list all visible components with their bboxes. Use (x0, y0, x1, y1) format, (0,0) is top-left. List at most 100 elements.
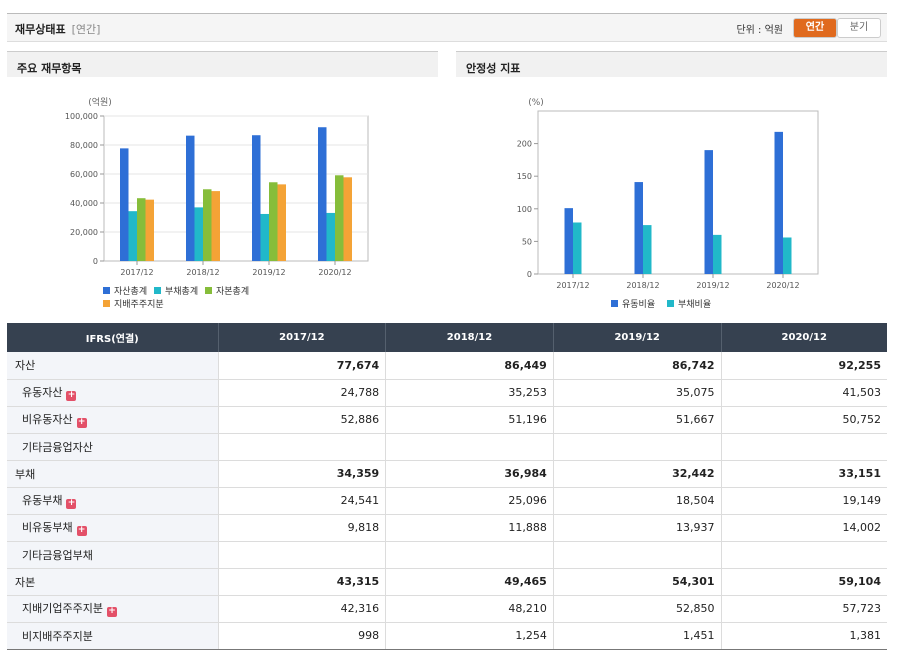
row-label-text: 비유동자산 (22, 413, 73, 426)
cell-value: 41,503 (721, 379, 887, 407)
y-axis-label: (%) (528, 98, 544, 108)
cell-value: 54,301 (553, 568, 722, 596)
x-tick-label: 2017/12 (556, 281, 589, 290)
cell-value: 49,465 (385, 568, 554, 596)
header-standard: IFRS(연결) (7, 323, 219, 352)
table-row: 지배기업주주지분 +42,316 48,210 52,850 57,723 (7, 595, 887, 623)
row-label: 기타금융업부채 (7, 541, 219, 569)
legend-label: 부채비율 (678, 299, 711, 310)
row-label-text: 자본 (15, 575, 36, 589)
row-label: 유동부채 + (7, 487, 219, 515)
table-row: 유동부채 +24,541 25,096 18,504 19,149 (7, 487, 887, 515)
bar-자산총계-2020/12 (318, 127, 327, 261)
annual-button[interactable]: 연간 (793, 18, 837, 38)
cell-value (385, 541, 554, 569)
expand-icon[interactable]: + (76, 525, 87, 536)
table-row: 자산 77,674 86,449 86,742 92,255 (7, 352, 887, 380)
bar-부채총계-2018/12 (194, 207, 203, 261)
cell-value: 36,984 (385, 460, 554, 488)
legend-label: 자본총계 (216, 285, 249, 297)
bar-자본총계-2018/12 (203, 189, 212, 261)
expand-icon[interactable]: + (66, 390, 77, 401)
cell-value: 9,818 (218, 514, 387, 542)
bar-자산총계-2019/12 (252, 135, 261, 261)
table-header-row: IFRS(연결) 2017/12 2018/12 2019/12 2020/12 (7, 323, 887, 352)
row-label: 기타금융업자산 (7, 433, 219, 461)
table-row: 비유동부채 +9,818 11,888 13,937 14,002 (7, 514, 887, 542)
financial-items-chart: (억원) 0 20,000 40,000 60,000 80,000 100,000 2017… (65, 96, 369, 310)
cell-value: 52,886 (218, 406, 387, 434)
header-period: 2018/12 (385, 323, 554, 352)
cell-value (218, 433, 387, 461)
cell-value: 19,149 (721, 487, 887, 515)
legend-swatch (205, 287, 212, 294)
quarter-button[interactable]: 분기 (837, 18, 881, 38)
cell-value: 34,359 (218, 460, 387, 488)
row-label-text: 유동자산 (22, 386, 63, 399)
section-subtitle: [연간] (71, 23, 101, 36)
cell-value: 35,253 (385, 379, 554, 407)
cell-value: 1,451 (553, 622, 722, 650)
cell-value (721, 433, 887, 461)
stability-chart: (%) 0 50 100 150 200 2017/12 2018/12 2019/12 2020… (517, 98, 819, 310)
y-tick-label: 50 (522, 237, 532, 246)
row-label: 비유동자산 + (7, 406, 219, 434)
row-label-text: 자산 (15, 359, 36, 373)
row-label: 자본 (7, 568, 219, 596)
x-tick-label: 2020/12 (318, 268, 351, 277)
bar-부채비율-2020/12 (783, 237, 792, 274)
y-tick-label: 20,000 (70, 228, 98, 237)
row-label-text: 비유동부채 (22, 521, 73, 534)
cell-value (553, 433, 722, 461)
y-tick-label: 0 (93, 257, 98, 266)
x-tick-label: 2018/12 (186, 268, 219, 277)
cell-value: 51,667 (553, 406, 722, 434)
expand-icon[interactable]: + (76, 417, 87, 428)
table-row: 유동자산 +24,788 35,253 35,075 41,503 (7, 379, 887, 407)
cell-value: 33,151 (721, 460, 887, 488)
y-tick-label: 150 (517, 172, 532, 181)
row-label-text: 기타금융업부채 (22, 548, 93, 562)
cell-value: 77,674 (218, 352, 387, 380)
y-axis-label: (억원) (88, 96, 112, 108)
bar-지배주주지분-2017/12 (145, 199, 154, 261)
y-tick-label: 200 (517, 140, 532, 149)
bar-자산총계-2018/12 (186, 135, 195, 261)
header-period: 2020/12 (721, 323, 887, 352)
bar-지배주주지분-2018/12 (211, 191, 220, 261)
legend-swatch (667, 300, 674, 307)
plot-area (537, 110, 819, 275)
table-row: 비유동자산 +52,886 51,196 51,667 50,752 (7, 406, 887, 434)
y-tick-label: 60,000 (70, 170, 98, 179)
cell-value: 48,210 (385, 595, 554, 623)
table-row: 부채 34,359 36,984 32,442 33,151 (7, 460, 887, 488)
legend-swatch (103, 287, 110, 294)
legend-label: 부채총계 (165, 285, 198, 297)
expand-icon[interactable]: + (66, 498, 77, 509)
bar-유동비율-2020/12 (774, 131, 783, 274)
legend-swatch (103, 300, 110, 307)
bar-자본총계-2020/12 (335, 175, 344, 261)
cell-value: 86,449 (385, 352, 554, 380)
cell-value: 25,096 (385, 487, 554, 515)
table-row: 기타금융업부채 (7, 541, 887, 569)
y-tick-label: 40,000 (70, 199, 98, 208)
y-tick-label: 80,000 (70, 141, 98, 150)
bar-부채총계-2019/12 (260, 213, 269, 261)
row-label: 부채 (7, 460, 219, 488)
x-tick-label: 2017/12 (120, 268, 153, 277)
left-panel-title: 주요 재무항목 (7, 51, 438, 77)
y-tick-label: 100 (517, 205, 532, 214)
expand-icon[interactable]: + (106, 606, 117, 617)
x-tick-label: 2018/12 (626, 281, 659, 290)
cell-value: 52,850 (553, 595, 722, 623)
cell-value (218, 541, 387, 569)
balance-sheet-table: IFRS(연결) 2017/12 2018/12 2019/12 2020/12 자산 7… (7, 323, 887, 650)
cell-value: 59,104 (721, 568, 887, 596)
x-tick-label: 2019/12 (696, 281, 729, 290)
legend-swatch (154, 287, 161, 294)
cell-value: 24,541 (218, 487, 387, 515)
cell-value: 51,196 (385, 406, 554, 434)
cell-value: 42,316 (218, 595, 387, 623)
section-header: 재무상태표 [연간] 단위 : 억원 연간 분기 (7, 13, 887, 42)
